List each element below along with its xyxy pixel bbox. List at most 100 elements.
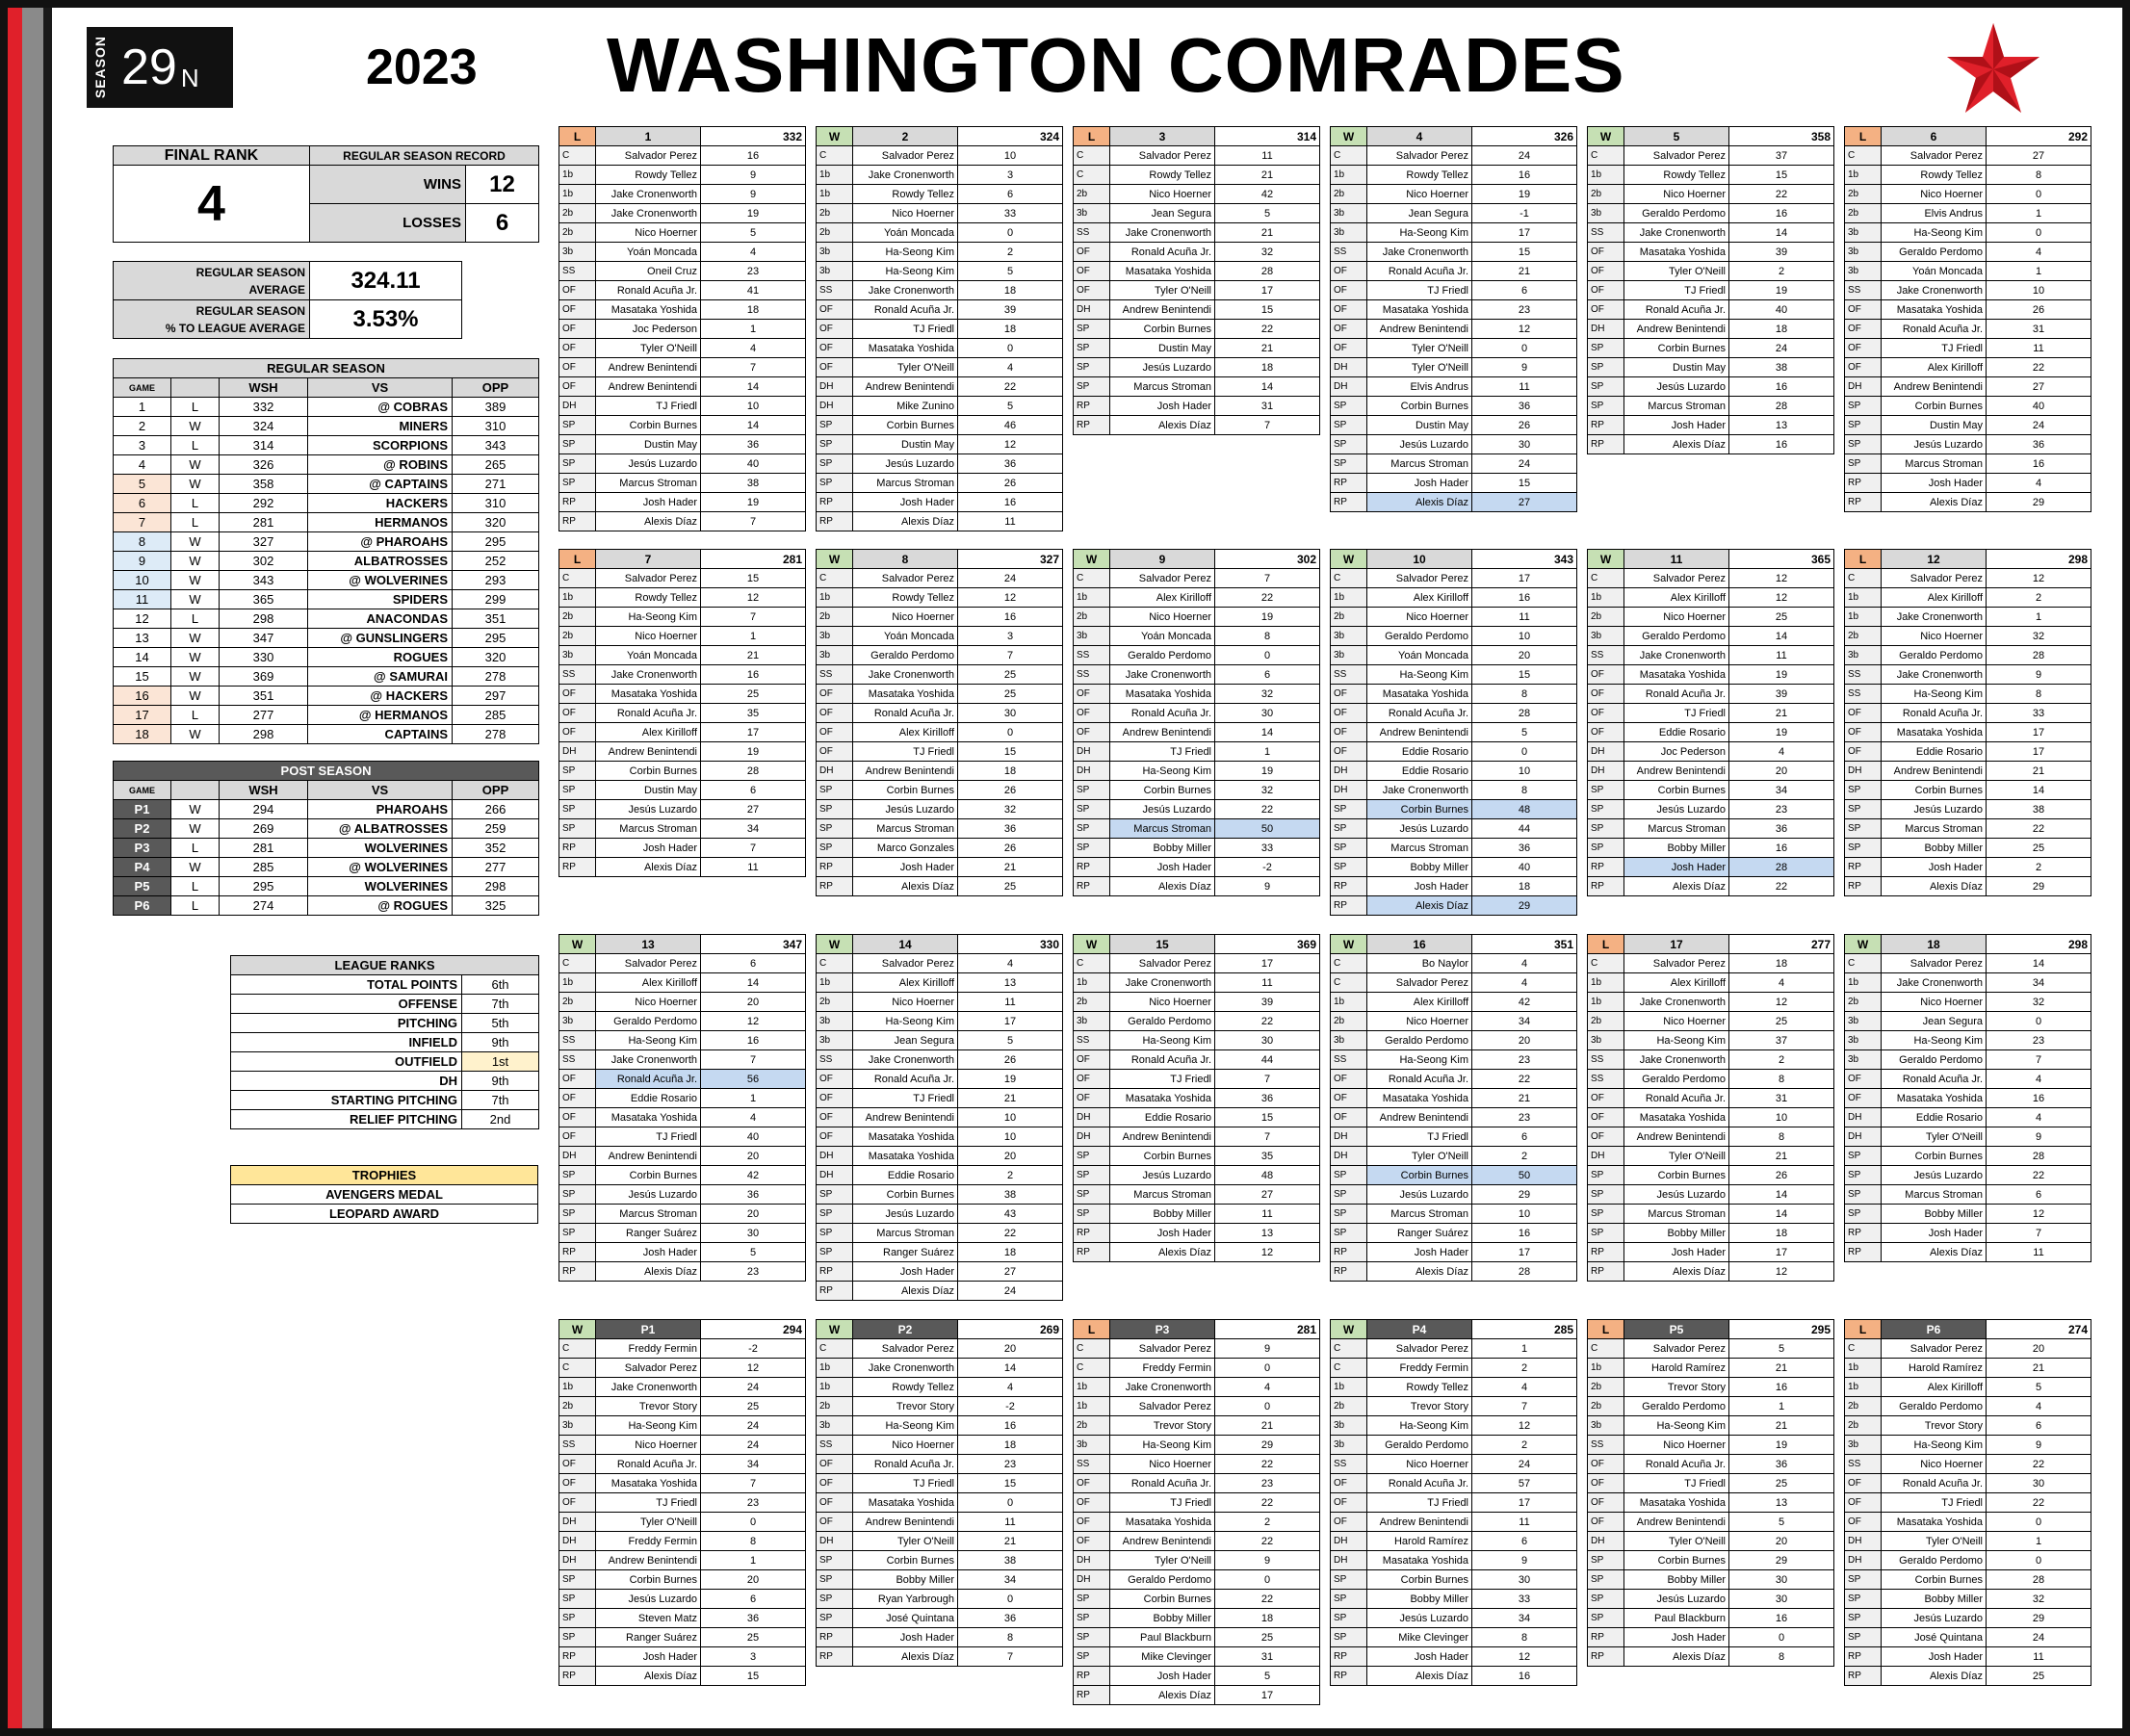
player-row: 2b Nico Hoerner 5 (558, 222, 806, 243)
wsh-score: 326 (219, 454, 308, 475)
player-name: Jesús Luzardo (1366, 434, 1472, 454)
opponent: @ SAMURAI (307, 666, 453, 687)
player-row: SP Corbin Burnes 26 (1587, 1165, 1834, 1185)
player-name: Dustin May (1366, 415, 1472, 435)
player-points: 25 (957, 664, 1063, 685)
position: OF (1587, 684, 1624, 704)
player-points: 36 (1471, 396, 1577, 416)
player-name: Yoán Moncada (852, 626, 958, 646)
position: C (1844, 568, 1882, 588)
player-row: OF Andrew Benintendi 11 (816, 1512, 1063, 1532)
player-name: Ronald Acuña Jr. (1623, 1454, 1729, 1474)
opp-score: 343 (452, 435, 539, 455)
player-points: 4 (1214, 1377, 1320, 1397)
player-name: Dustin May (595, 434, 701, 454)
player-row: SP Corbin Burnes 28 (558, 761, 806, 781)
player-name: Josh Hader (1366, 1646, 1472, 1667)
player-name: Jean Segura (1109, 203, 1215, 223)
position: OF (1844, 357, 1882, 377)
season-suffix: N (180, 63, 199, 92)
game-box: W 14 330 C Salvador Perez 4 1b Alex Kirilloff 13… (816, 934, 1063, 1301)
position: OF (1073, 280, 1110, 300)
position: DH (1073, 1127, 1110, 1147)
player-points: 22 (1986, 1165, 2091, 1185)
wsh-score: 324 (219, 416, 308, 436)
player-points: 16 (1471, 1223, 1577, 1243)
player-points: 29 (1471, 1184, 1577, 1205)
game-header: W 2 324 (816, 126, 1063, 146)
player-points: 23 (1471, 1107, 1577, 1127)
position: OF (1587, 1088, 1624, 1108)
player-name: Bobby Miller (1109, 1204, 1215, 1224)
player-name: Jake Cronenworth (1881, 664, 1987, 685)
player-points: 14 (1728, 1204, 1834, 1224)
player-name: Ha-Seong Kim (595, 1030, 701, 1050)
col-result (170, 780, 220, 800)
player-row: OF Masataka Yoshida 16 (1844, 1088, 2091, 1108)
player-points: 4 (700, 338, 806, 358)
game-table: W 8 327 C Salvador Perez 24 1b Rowdy Tellez 12 2b… (816, 549, 1063, 896)
position: OF (1330, 703, 1367, 723)
game-number: 2 (113, 416, 171, 436)
game-score: 277 (1728, 934, 1834, 954)
player-name: Corbin Burnes (852, 780, 958, 800)
position: RP (1073, 415, 1110, 435)
player-row: RP Alexis Díaz 27 (1330, 492, 1577, 512)
player-name: Alexis Díaz (1109, 876, 1215, 896)
game-score: 351 (1471, 934, 1577, 954)
player-points: 22 (1471, 1069, 1577, 1089)
player-row: OF Masataka Yoshida 0 (1844, 1512, 2091, 1532)
player-row: 3b Ha-Seong Kim 2 (816, 242, 1063, 262)
season-row: 16 W 351 @ HACKERS 297 (113, 686, 539, 706)
average-label-line2: AVERAGE (248, 282, 305, 297)
player-name: Bobby Miller (1623, 1569, 1729, 1590)
player-name: Ronald Acuña Jr. (1881, 1069, 1987, 1089)
game-box: W 11 365 C Salvador Perez 12 1b Alex Kirilloff 1… (1587, 549, 1834, 896)
position: SP (1330, 434, 1367, 454)
player-row: SS Nico Hoerner 24 (558, 1435, 806, 1455)
player-row: SP Marcus Stroman 36 (1587, 818, 1834, 839)
player-row: RP Alexis Díaz 25 (1844, 1666, 2091, 1686)
player-points: 25 (1728, 1473, 1834, 1493)
player-row: SP Jesús Luzardo 29 (1330, 1184, 1577, 1205)
player-row: SP Corbin Burnes 22 (1073, 319, 1320, 339)
player-row: OF Ronald Acuña Jr. 39 (816, 299, 1063, 320)
game-box: W 5 358 C Salvador Perez 37 1b Rowdy Tellez 15 2b… (1587, 126, 1834, 454)
player-row: SP Corbin Burnes 28 (1844, 1569, 2091, 1590)
game-table: W 14 330 C Salvador Perez 4 1b Alex Kirilloff 13… (816, 934, 1063, 1301)
team-title: WASHINGTON COMRADES (607, 22, 1625, 108)
position: DH (1073, 741, 1110, 762)
player-points: 5 (1728, 1512, 1834, 1532)
position: C (1587, 953, 1624, 973)
position: OF (1073, 703, 1110, 723)
position: C (1844, 1338, 1882, 1359)
player-points: 21 (1214, 165, 1320, 185)
position: DH (816, 396, 853, 416)
position: OF (558, 1069, 596, 1089)
player-row: OF TJ Friedl 15 (816, 1473, 1063, 1493)
player-row: SP Marcus Stroman 28 (1587, 396, 1834, 416)
player-points: 22 (1728, 184, 1834, 204)
game-header: W 15 369 (1073, 934, 1320, 954)
opponent: @ GUNSLINGERS (307, 628, 453, 648)
player-name: Andrew Benintendi (1881, 376, 1987, 397)
player-row: SP Corbin Burnes 20 (558, 1569, 806, 1590)
player-name: Marcus Stroman (595, 473, 701, 493)
player-name: Josh Hader (1881, 1223, 1987, 1243)
player-points: 17 (1471, 568, 1577, 588)
player-row: OF Masataka Yoshida 17 (1844, 722, 2091, 742)
player-row: OF TJ Friedl 18 (816, 319, 1063, 339)
player-row: 2b Trevor Story 7 (1330, 1396, 1577, 1416)
position: C (1073, 1358, 1110, 1378)
rank-row: INFIELD 9th (230, 1032, 540, 1052)
player-row: SP Marcus Stroman 38 (558, 473, 806, 493)
player-name: Masataka Yoshida (595, 684, 701, 704)
player-name: Trevor Story (1623, 1377, 1729, 1397)
position: SP (558, 473, 596, 493)
player-name: Ronald Acuña Jr. (1623, 684, 1729, 704)
player-row: SP Bobby Miller 18 (1587, 1223, 1834, 1243)
player-points: 27 (1471, 492, 1577, 512)
player-name: Rowdy Tellez (595, 587, 701, 608)
position: RP (1844, 492, 1882, 512)
position: OF (558, 703, 596, 723)
